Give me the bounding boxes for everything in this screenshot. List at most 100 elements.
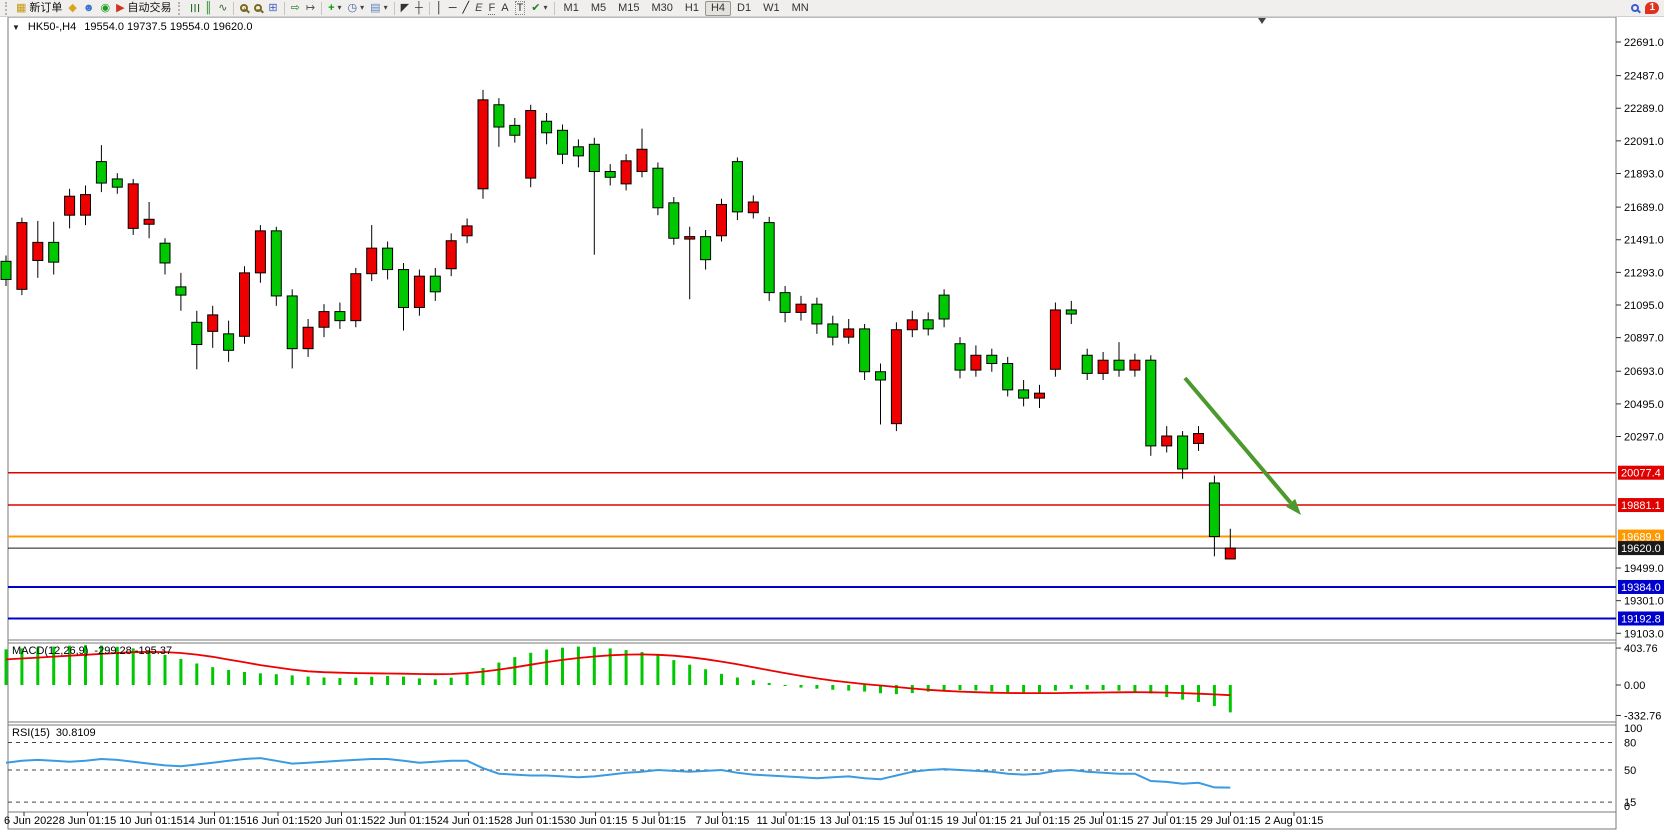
candlestick-chart-button[interactable]: ║ <box>201 1 215 16</box>
price-tick-label: 20693.0 <box>1624 366 1664 378</box>
chevron-down-icon: ▾ <box>383 3 388 12</box>
macd-histogram-bar <box>354 677 358 685</box>
timeframe-button-MN[interactable]: MN <box>786 1 815 16</box>
main-toolbar: ▦ 新订单 ◆ ☻ ◉ ▶ 自动交易 ☰ ║ ∿ + − ⊞ ⇨ ↦ + ▾ <box>0 0 1664 17</box>
macd-histogram-bar <box>115 646 119 685</box>
search-icon <box>1631 4 1640 12</box>
horizontal-line-button[interactable]: ─ <box>446 1 460 16</box>
candle <box>875 371 886 381</box>
macd-histogram-bar <box>195 663 199 685</box>
rsi-level-label: 80 <box>1624 737 1636 749</box>
timeframe-button-M30[interactable]: M30 <box>646 1 679 16</box>
candle <box>747 201 759 214</box>
periods-button[interactable]: ◷ ▾ <box>345 1 368 16</box>
candle <box>1097 359 1109 374</box>
timeframe-button-M1[interactable]: M1 <box>558 1 585 16</box>
candle <box>159 242 171 264</box>
trend-arrow-head[interactable] <box>1286 498 1301 515</box>
macd-histogram-bar <box>894 685 898 695</box>
indicators-button[interactable]: + ▾ <box>325 1 344 16</box>
profile-button[interactable]: ☻ <box>80 1 98 16</box>
candle <box>493 104 505 128</box>
candle <box>938 294 950 320</box>
timeframe-button-D1[interactable]: D1 <box>731 1 757 16</box>
price-tick-label: 21893.0 <box>1624 168 1664 180</box>
zoom-out-button[interactable]: − <box>251 1 265 16</box>
chevron-down-icon: ▾ <box>337 3 342 12</box>
notifications-button[interactable]: 1 <box>1642 1 1662 16</box>
candle <box>80 194 91 216</box>
rsi-level-label: 0 <box>1624 801 1630 813</box>
new-order-button[interactable]: ▦ 新订单 <box>13 1 65 16</box>
candle <box>0 260 12 280</box>
text-label-button[interactable]: T <box>512 1 529 16</box>
candle <box>143 218 155 225</box>
collapse-marker-icon[interactable]: ▼ <box>12 22 20 32</box>
templates-button[interactable]: ▤ ▾ <box>367 1 390 16</box>
candle <box>541 120 553 134</box>
chart-symbol-title: ▼ HK50-,H4 19554.0 19737.5 19554.0 19620… <box>12 21 252 33</box>
date-label: 29 Jul 01:15 <box>1201 815 1261 827</box>
candle <box>525 110 537 179</box>
arrows-button[interactable]: ✔ ▾ <box>528 1 550 16</box>
macd-histogram-bar <box>306 676 310 685</box>
price-line-label: 19620.0 <box>1621 543 1661 555</box>
autoscroll-button[interactable]: ⇨ <box>288 1 303 16</box>
tile-windows-button[interactable]: ⊞ <box>265 1 280 16</box>
fibonacci-button[interactable]: F <box>485 1 498 16</box>
bar-chart-button[interactable]: ☰ <box>186 1 202 16</box>
trendline-button[interactable]: ╱ <box>460 1 473 16</box>
rsi-value: 30.8109 <box>55 727 96 739</box>
price-tick-label: 20297.0 <box>1624 432 1664 444</box>
candle <box>477 99 489 190</box>
timeframe-button-H4[interactable]: H4 <box>704 0 732 16</box>
macd-histogram-bar <box>211 667 215 685</box>
candle <box>827 323 839 338</box>
macd-histogram-bar <box>799 685 803 688</box>
macd-histogram-bar <box>497 662 501 685</box>
macd-histogram-bar <box>926 685 930 692</box>
charts-button[interactable]: ◆ <box>65 1 79 16</box>
macd-histogram-bar <box>656 655 660 685</box>
macd-tick-label: 0.00 <box>1624 680 1645 692</box>
timeframe-button-W1[interactable]: W1 <box>757 1 786 16</box>
candle <box>1177 435 1189 470</box>
price-line-label-bg <box>1618 579 1664 594</box>
rsi-level-label: 100 <box>1624 723 1642 735</box>
rsi-level-label: 50 <box>1624 765 1636 777</box>
text-button[interactable]: A <box>498 1 511 16</box>
toolbar-drag-handle <box>177 1 183 15</box>
price-tick-label: 22091.0 <box>1624 136 1664 148</box>
cursor-button[interactable]: ◤ <box>398 1 412 16</box>
toolbar-separator <box>553 1 555 15</box>
price-line-label: 19192.8 <box>1621 613 1661 625</box>
line-chart-button[interactable]: ∿ <box>215 1 230 16</box>
macd-histogram-bar <box>767 682 771 685</box>
macd-histogram-bar <box>338 678 342 685</box>
candle <box>859 328 871 373</box>
autotrading-button[interactable]: ▶ 自动交易 <box>113 1 174 16</box>
macd-histogram-bar <box>1117 685 1121 691</box>
shift-end-marker-icon <box>1258 18 1266 24</box>
rsi-level-label: 15 <box>1624 797 1636 809</box>
timeframe-button-H1[interactable]: H1 <box>679 1 705 16</box>
crosshair-button[interactable]: ┼ <box>412 1 426 16</box>
signals-button[interactable]: ◉ <box>97 1 113 16</box>
toolbar-separator <box>393 1 395 15</box>
zoom-in-button[interactable]: + <box>237 1 251 16</box>
vertical-line-button[interactable]: │ <box>433 1 446 16</box>
chart-shift-button[interactable]: ↦ <box>303 1 318 16</box>
trend-arrow-object[interactable] <box>1183 376 1293 505</box>
macd-histogram-bar <box>84 645 87 685</box>
timeframe-button-M15[interactable]: M15 <box>612 1 645 16</box>
candle <box>175 286 187 296</box>
macd-histogram-bar <box>370 676 374 685</box>
chevron-down-icon: ▾ <box>360 3 365 12</box>
date-label: 22 Jun 01:15 <box>373 815 437 827</box>
elliott-wave-button[interactable]: E <box>472 1 485 16</box>
candle <box>604 171 616 178</box>
timeframe-button-M5[interactable]: M5 <box>585 1 612 16</box>
search-button[interactable] <box>1628 1 1642 16</box>
autotrading-label: 自动交易 <box>127 2 172 14</box>
